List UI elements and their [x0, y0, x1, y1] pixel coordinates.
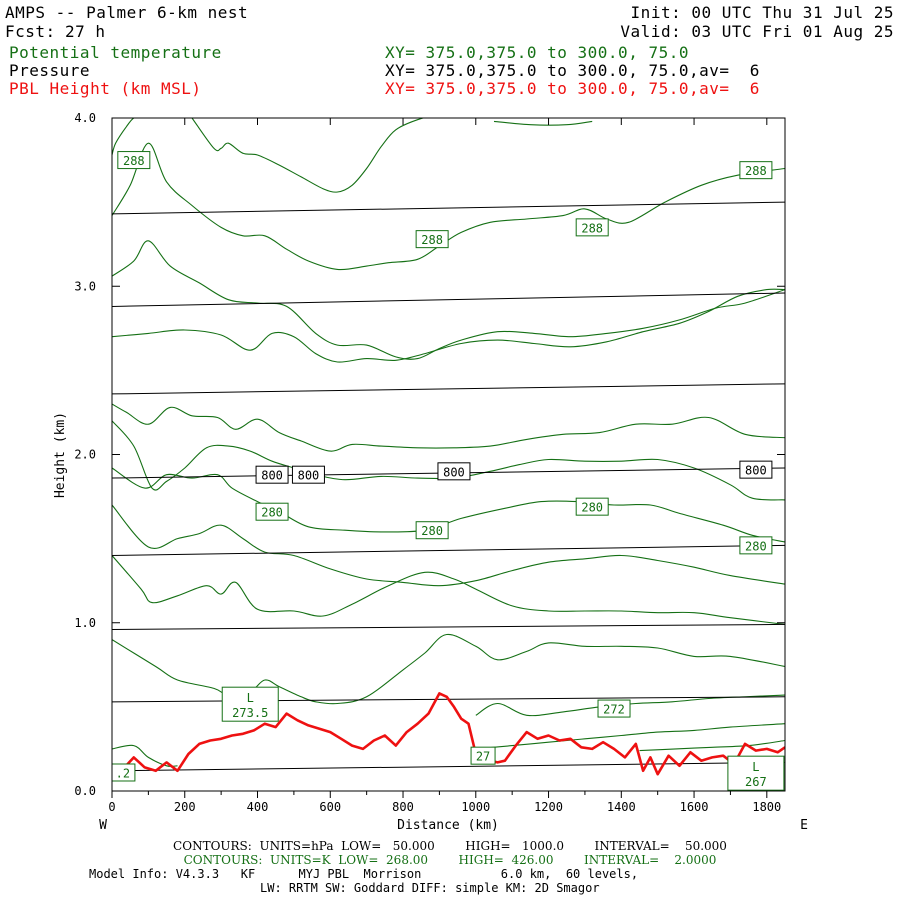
y-axis-label: Height (km)	[53, 412, 68, 498]
x-tick-label: 1000	[461, 800, 490, 814]
theta-contour-line	[112, 467, 785, 543]
theta-contour-label-box	[415, 230, 449, 249]
theta-contour-line	[112, 555, 785, 625]
theta-contour-label: 288	[421, 233, 443, 247]
west-end-label: W	[99, 818, 107, 833]
theta-contour-label: 288	[123, 154, 145, 168]
x-tick-label: 1200	[534, 800, 563, 814]
forecast-hour: 27 h	[65, 22, 106, 41]
theta-contour-label: 280	[421, 524, 443, 538]
x-tick-label: 1800	[752, 800, 781, 814]
forecast-label: Fcst:	[5, 22, 56, 41]
x-tick-label: 200	[174, 800, 196, 814]
y-tick-label: 0.0	[74, 784, 96, 798]
field-pressure-xy: XY= 375.0,375.0 to 300.0, 75.0,av= 6	[385, 61, 760, 80]
pressure-contour-label-box	[291, 465, 325, 484]
x-tick-label: 800	[392, 800, 414, 814]
theta-contour-label-box	[415, 521, 449, 540]
theta-contour-label: 272	[603, 703, 625, 717]
field-theta-name: Potential temperature	[9, 43, 222, 62]
theta-contour-line	[112, 240, 785, 360]
theta-contour-line	[112, 288, 785, 363]
low-marker-value: 267	[745, 775, 767, 789]
theta-contour-info: CONTOURS: UNITS=K LOW= 268.00 HIGH= 426.…	[183, 853, 717, 867]
pbl-height-line	[112, 692, 785, 776]
model-info: Model Info: V4.3.3 KF MYJ PBL Morrison 6…	[89, 867, 639, 881]
pressure-contour-info: CONTOURS: UNITS=hPa LOW= 50.000 HIGH= 10…	[173, 839, 727, 853]
theta-contours	[112, 118, 785, 767]
theta-contour-label: 27	[476, 750, 490, 764]
pressure-isobar-line	[112, 761, 785, 772]
theta-contour-label: 280	[581, 501, 603, 515]
pressure-isobar-line	[112, 292, 785, 307]
theta-contour-label: 288	[745, 164, 767, 178]
pressure-contour-label: 800	[443, 465, 465, 479]
theta-contour-label-box	[255, 502, 289, 521]
x-tick-label: 600	[319, 800, 341, 814]
field-theta-xy: XY= 375.0,375.0 to 300.0, 75.0	[385, 43, 689, 62]
theta-contour-line	[493, 120, 593, 126]
theta-contour-label-box	[739, 161, 773, 180]
init-time: Init: 00 UTC Thu 31 Jul 25	[630, 3, 894, 22]
field-pbl-xy: XY= 375.0,375.0 to 300.0, 75.0,av= 6	[385, 79, 760, 98]
contour-labels: 288 288 288 288 280 280 280 280 272 27 800 800 800 80…	[112, 151, 785, 791]
low-marker-box	[221, 686, 279, 722]
pressure-contour-label: 800	[298, 469, 320, 483]
theta-contour-label: 288	[581, 221, 603, 235]
low-marker-letter: L	[752, 760, 759, 774]
theta-contour-label-box	[597, 699, 631, 718]
pressure-isobar-line	[112, 201, 785, 215]
plot-frame	[111, 117, 786, 792]
theta-contour-line	[191, 118, 426, 193]
x-tick-label: 0	[108, 800, 115, 814]
theta-contour-label-fragment-box	[112, 763, 136, 782]
theta-contour-label: 280	[261, 506, 283, 520]
pbl-height-series	[112, 692, 785, 776]
pressure-isobar-line	[112, 623, 785, 630]
theta-contour-line	[475, 723, 785, 750]
theta-contour-label-fragment: .2	[116, 766, 130, 780]
theta-contour-label-box	[117, 151, 151, 170]
field-pressure-name: Pressure	[9, 61, 91, 80]
x-tick-label: 1600	[680, 800, 709, 814]
theta-contour-label-box	[575, 497, 609, 516]
low-marker-box	[727, 755, 785, 791]
pressure-isobar-line	[112, 383, 785, 395]
theta-contour-label-box	[575, 218, 609, 237]
theta-contour-line	[112, 633, 785, 705]
low-marker-letter: L	[247, 691, 254, 705]
theta-contour-line	[112, 142, 785, 271]
east-end-label: E	[800, 818, 808, 833]
x-axis-label: Distance (km)	[397, 818, 499, 833]
y-tick-label: 4.0	[74, 111, 96, 125]
theta-contour-line	[112, 118, 178, 156]
theta-contour-line	[112, 504, 785, 587]
y-tick-label: 3.0	[74, 279, 96, 293]
theta-contour-label-box	[739, 536, 773, 555]
pressure-contour-label-box	[255, 465, 289, 484]
y-tick-label: 2.0	[74, 448, 96, 462]
axes: 0 200 400 600 800 1000 1200 1400 1600 1800 0.0 1.0 2…	[74, 111, 785, 814]
low-marker-value: 273.5	[232, 706, 268, 720]
pressure-contour-label: 800	[745, 464, 767, 478]
x-tick-label: 1400	[607, 800, 636, 814]
field-pbl-name: PBL Height (km MSL)	[9, 79, 202, 98]
theta-contour-line	[639, 739, 785, 752]
pressure-contour-label: 800	[261, 469, 283, 483]
physics-info: LW: RRTM SW: Goddard DIFF: simple KM: 2D…	[260, 881, 600, 895]
y-tick-label: 1.0	[74, 616, 96, 630]
pressure-contour-label-box	[739, 460, 773, 479]
theta-contour-label: 280	[745, 539, 767, 553]
theta-contour-line	[112, 420, 785, 501]
app-title: AMPS -- Palmer 6-km nest	[5, 3, 249, 22]
x-tick-label: 400	[247, 800, 269, 814]
valid-time: Valid: 03 UTC Fri 01 Aug 25	[620, 22, 894, 41]
pressure-contour-label-box	[437, 462, 471, 481]
pressure-isobars	[112, 201, 785, 772]
theta-contour-line	[112, 403, 785, 452]
pressure-isobar-line	[112, 544, 785, 556]
theta-contour-label-box	[470, 746, 496, 765]
